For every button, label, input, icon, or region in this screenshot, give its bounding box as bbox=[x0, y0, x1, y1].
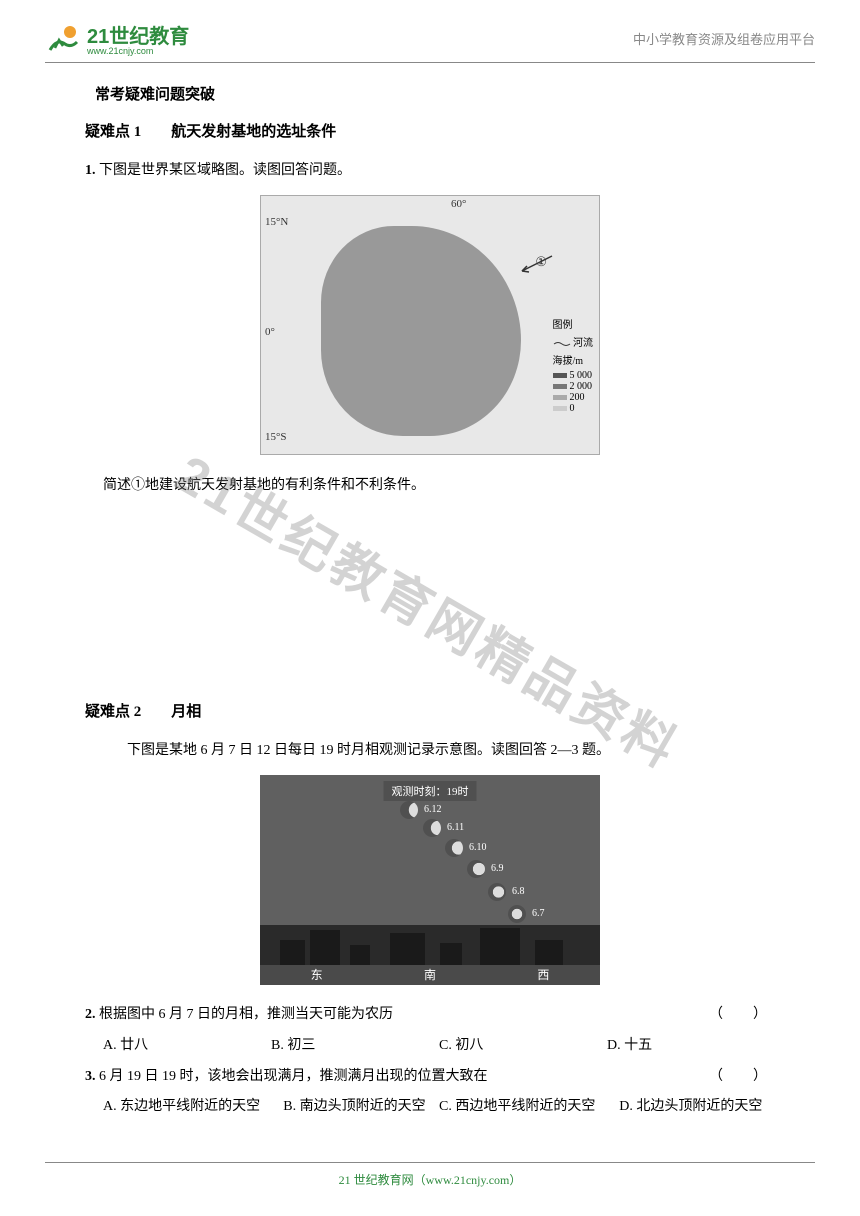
q2-option-b: B. 初三 bbox=[271, 1031, 439, 1062]
moon-phase-icon bbox=[508, 905, 526, 923]
marker-arrow-icon bbox=[517, 246, 557, 276]
q2-intro: 下图是某地 6 月 7 日 12 日每日 19 时月相观测记录示意图。读图回答 … bbox=[127, 737, 775, 765]
lat-15s: 15°S bbox=[265, 431, 287, 443]
elev-3: 0 bbox=[570, 403, 575, 414]
logo-text: 21世纪教育 bbox=[87, 20, 189, 49]
moon-phase-icon bbox=[400, 801, 418, 819]
question-2: 2. 根据图中 6 月 7 日的月相，推测当天可能为农历 （ ） bbox=[85, 1000, 775, 1031]
q3-option-a: A. 东边地平线附近的天空 bbox=[103, 1092, 283, 1123]
map-legend: 图例 河流 海拔/m 5 000 2 000 200 0 bbox=[553, 316, 594, 414]
q3-text: 6 月 19 日 19 时，该地会出现满月，推测满月出现的位置大致在 bbox=[96, 1069, 488, 1084]
q2-option-c: C. 初八 bbox=[439, 1031, 607, 1062]
difficulty-1-title: 疑难点 1 航天发射基地的选址条件 bbox=[85, 120, 775, 141]
page-header: 21世纪教育 www.21cnjy.com 中小学教育资源及组卷应用平台 bbox=[45, 0, 815, 63]
difficulty-2-title: 疑难点 2 月相 bbox=[85, 700, 775, 721]
q2-number: 2. bbox=[85, 1007, 96, 1022]
moon-figure-container: 观测时刻：19时 6.12 6.11 6.10 6.9 6.8 6.7 bbox=[85, 775, 775, 990]
logo-text-block: 21世纪教育 www.21cnjy.com bbox=[87, 20, 189, 56]
moon-date-label: 6.7 bbox=[532, 908, 545, 919]
dir-west: 西 bbox=[537, 966, 549, 983]
elev-2: 200 bbox=[570, 392, 585, 403]
page-footer: 21 世纪教育网（www.21cnjy.com） bbox=[45, 1162, 815, 1188]
difficulty-2-section: 疑难点 2 月相 下图是某地 6 月 7 日 12 日每日 19 时月相观测记录… bbox=[85, 700, 775, 1123]
moon-date-label: 6.12 bbox=[424, 804, 442, 815]
logo-icon bbox=[45, 20, 81, 56]
lon-60: 60° bbox=[451, 198, 466, 210]
elev-1: 2 000 bbox=[570, 381, 593, 392]
q1-number: 1. bbox=[85, 163, 96, 178]
moon-date-label: 6.9 bbox=[491, 863, 504, 874]
moon-phase-icon bbox=[488, 883, 506, 901]
legend-title: 图例 bbox=[553, 316, 594, 331]
dir-south: 南 bbox=[424, 966, 436, 983]
moon-time-label: 观测时刻：19时 bbox=[384, 781, 477, 801]
q1-text: 下图是世界某区域略图。读图回答问题。 bbox=[96, 163, 352, 178]
lat-0: 0° bbox=[265, 326, 275, 338]
direction-labels: 东 南 西 bbox=[260, 966, 600, 983]
legend-elevation-title: 海拔/m bbox=[553, 352, 594, 367]
content-area: 常考疑难问题突破 疑难点 1 航天发射基地的选址条件 1. 下图是世界某区域略图… bbox=[0, 83, 860, 1123]
q3-option-c: C. 西边地平线附近的天空 bbox=[439, 1092, 619, 1123]
section-title: 常考疑难问题突破 bbox=[95, 83, 775, 104]
elev-0: 5 000 bbox=[570, 370, 593, 381]
q2-option-a: A. 廿八 bbox=[103, 1031, 271, 1062]
q2-bracket: （ ） bbox=[709, 1000, 775, 1031]
question-1: 1. 下图是世界某区域略图。读图回答问题。 bbox=[85, 157, 775, 185]
dir-east: 东 bbox=[311, 966, 323, 983]
q2-options: A. 廿八 B. 初三 C. 初八 D. 十五 bbox=[103, 1031, 775, 1062]
map-figure: 15°N 0° 15°S 60° ① 图例 河流 海拔/m 5 000 2 00… bbox=[260, 195, 600, 455]
city-silhouette bbox=[260, 925, 600, 965]
q3-option-d: D. 北边头顶附近的天空 bbox=[619, 1092, 775, 1123]
q2-option-d: D. 十五 bbox=[607, 1031, 775, 1062]
q3-number: 3. bbox=[85, 1069, 96, 1084]
moon-phase-icon bbox=[445, 839, 463, 857]
moon-figure: 观测时刻：19时 6.12 6.11 6.10 6.9 6.8 6.7 bbox=[260, 775, 600, 985]
moon-date-label: 6.11 bbox=[447, 822, 464, 833]
map-figure-container: 15°N 0° 15°S 60° ① 图例 河流 海拔/m 5 000 2 00… bbox=[85, 195, 775, 460]
logo-area: 21世纪教育 www.21cnjy.com bbox=[45, 20, 189, 56]
moon-date-label: 6.10 bbox=[469, 842, 487, 853]
moon-sky: 观测时刻：19时 6.12 6.11 6.10 6.9 6.8 6.7 bbox=[260, 775, 600, 935]
moon-phase-icon bbox=[423, 819, 441, 837]
moon-phase-icon bbox=[467, 860, 485, 878]
lat-15n: 15°N bbox=[265, 216, 288, 228]
q1-sub-question: 简述①地建设航天发射基地的有利条件和不利条件。 bbox=[103, 472, 775, 500]
q2-text: 根据图中 6 月 7 日的月相，推测当天可能为农历 bbox=[96, 1007, 394, 1022]
q3-options: A. 东边地平线附近的天空 B. 南边头顶附近的天空 C. 西边地平线附近的天空… bbox=[103, 1092, 775, 1123]
map-landmass bbox=[321, 226, 521, 436]
legend-river: 河流 bbox=[573, 338, 593, 349]
question-3: 3. 6 月 19 日 19 时，该地会出现满月，推测满月出现的位置大致在 （ … bbox=[85, 1062, 775, 1093]
header-right-text: 中小学教育资源及组卷应用平台 bbox=[633, 29, 815, 48]
q3-bracket: （ ） bbox=[709, 1062, 775, 1093]
moon-date-label: 6.8 bbox=[512, 886, 525, 897]
q3-option-b: B. 南边头顶附近的天空 bbox=[283, 1092, 439, 1123]
